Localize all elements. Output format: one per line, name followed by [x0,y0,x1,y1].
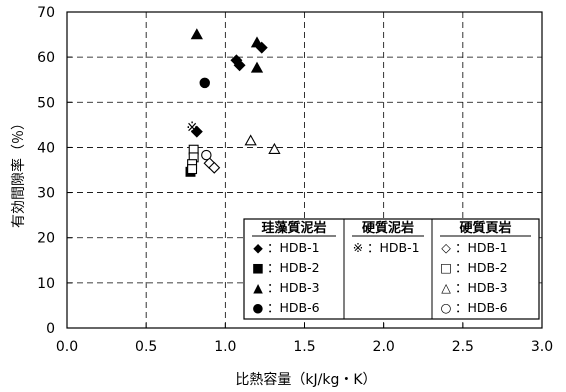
data-point [208,161,221,174]
x-tick-label: 1.0 [214,339,236,355]
legend-marker: ▲ [253,280,263,295]
data-point [201,149,212,161]
y-tick-label: 30 [37,186,55,202]
legend-marker: ■ [252,260,264,275]
y-tick-label: 0 [46,321,55,337]
x-tick-label: 1.5 [293,339,315,355]
y-tick-label: 50 [37,95,55,111]
data-point [268,142,281,154]
y-tick-label: 60 [37,50,55,66]
legend-group-header: 硬質頁岩 [459,220,511,236]
legend-entry-label: ：HDB-6 [267,300,320,315]
legend-entry-label: ：HDB-3 [455,280,508,295]
x-tick-label: 2.5 [452,339,474,355]
x-tick-label: 3.0 [531,339,553,355]
legend-entry-label: ：HDB-2 [455,260,508,275]
legend-entry-label: ：HDB-1 [455,240,508,255]
legend-entry-label: ：HDB-3 [267,280,320,295]
data-point [199,77,210,89]
axes [66,11,543,329]
legend-group-header: 珪藻質泥岩 [261,220,326,236]
y-tick-label: 40 [37,140,55,156]
legend-marker: ◇ [441,240,451,255]
legend-group-header: 硬質泥岩 [362,220,414,236]
legend-entry-label: ：HDB-2 [267,260,320,275]
legend-entry-label: ：HDB-1 [367,240,420,255]
data-point [233,59,246,72]
legend-marker: ※ [353,240,363,255]
y-tick-label: 10 [37,276,55,292]
data-point [250,61,264,73]
y-axis-label: 有効間隙率（％） [10,116,27,228]
tick-labels: 0.0 0.5 1.0 1.5 2.0 2.5 3.0 0 10 20 30 40 50 60 70 [37,5,553,355]
legend-marker: ○ [441,300,452,315]
data-point [250,36,264,48]
legend-marker: □ [440,260,452,275]
legend-marker: △ [441,280,451,295]
data-point [190,125,203,138]
data-point [187,164,198,175]
x-axis-label: 比熱容量（kJ/kg・K） [235,371,376,388]
y-tick-label: 20 [37,231,55,247]
legend-entry-label: ：HDB-6 [455,300,508,315]
data-point [244,134,257,146]
x-tick-label: 2.0 [373,339,395,355]
data-point [190,28,203,40]
legend-entry-label: ：HDB-1 [267,240,320,255]
legend-marker: ◆ [253,240,263,255]
y-tick-label: 70 [37,5,55,21]
legend-marker: ● [253,300,264,315]
x-tick-label: 0.0 [56,339,78,355]
x-tick-label: 0.5 [135,339,157,355]
data-point: ※ [186,120,198,136]
data-points: ※ [185,28,281,177]
